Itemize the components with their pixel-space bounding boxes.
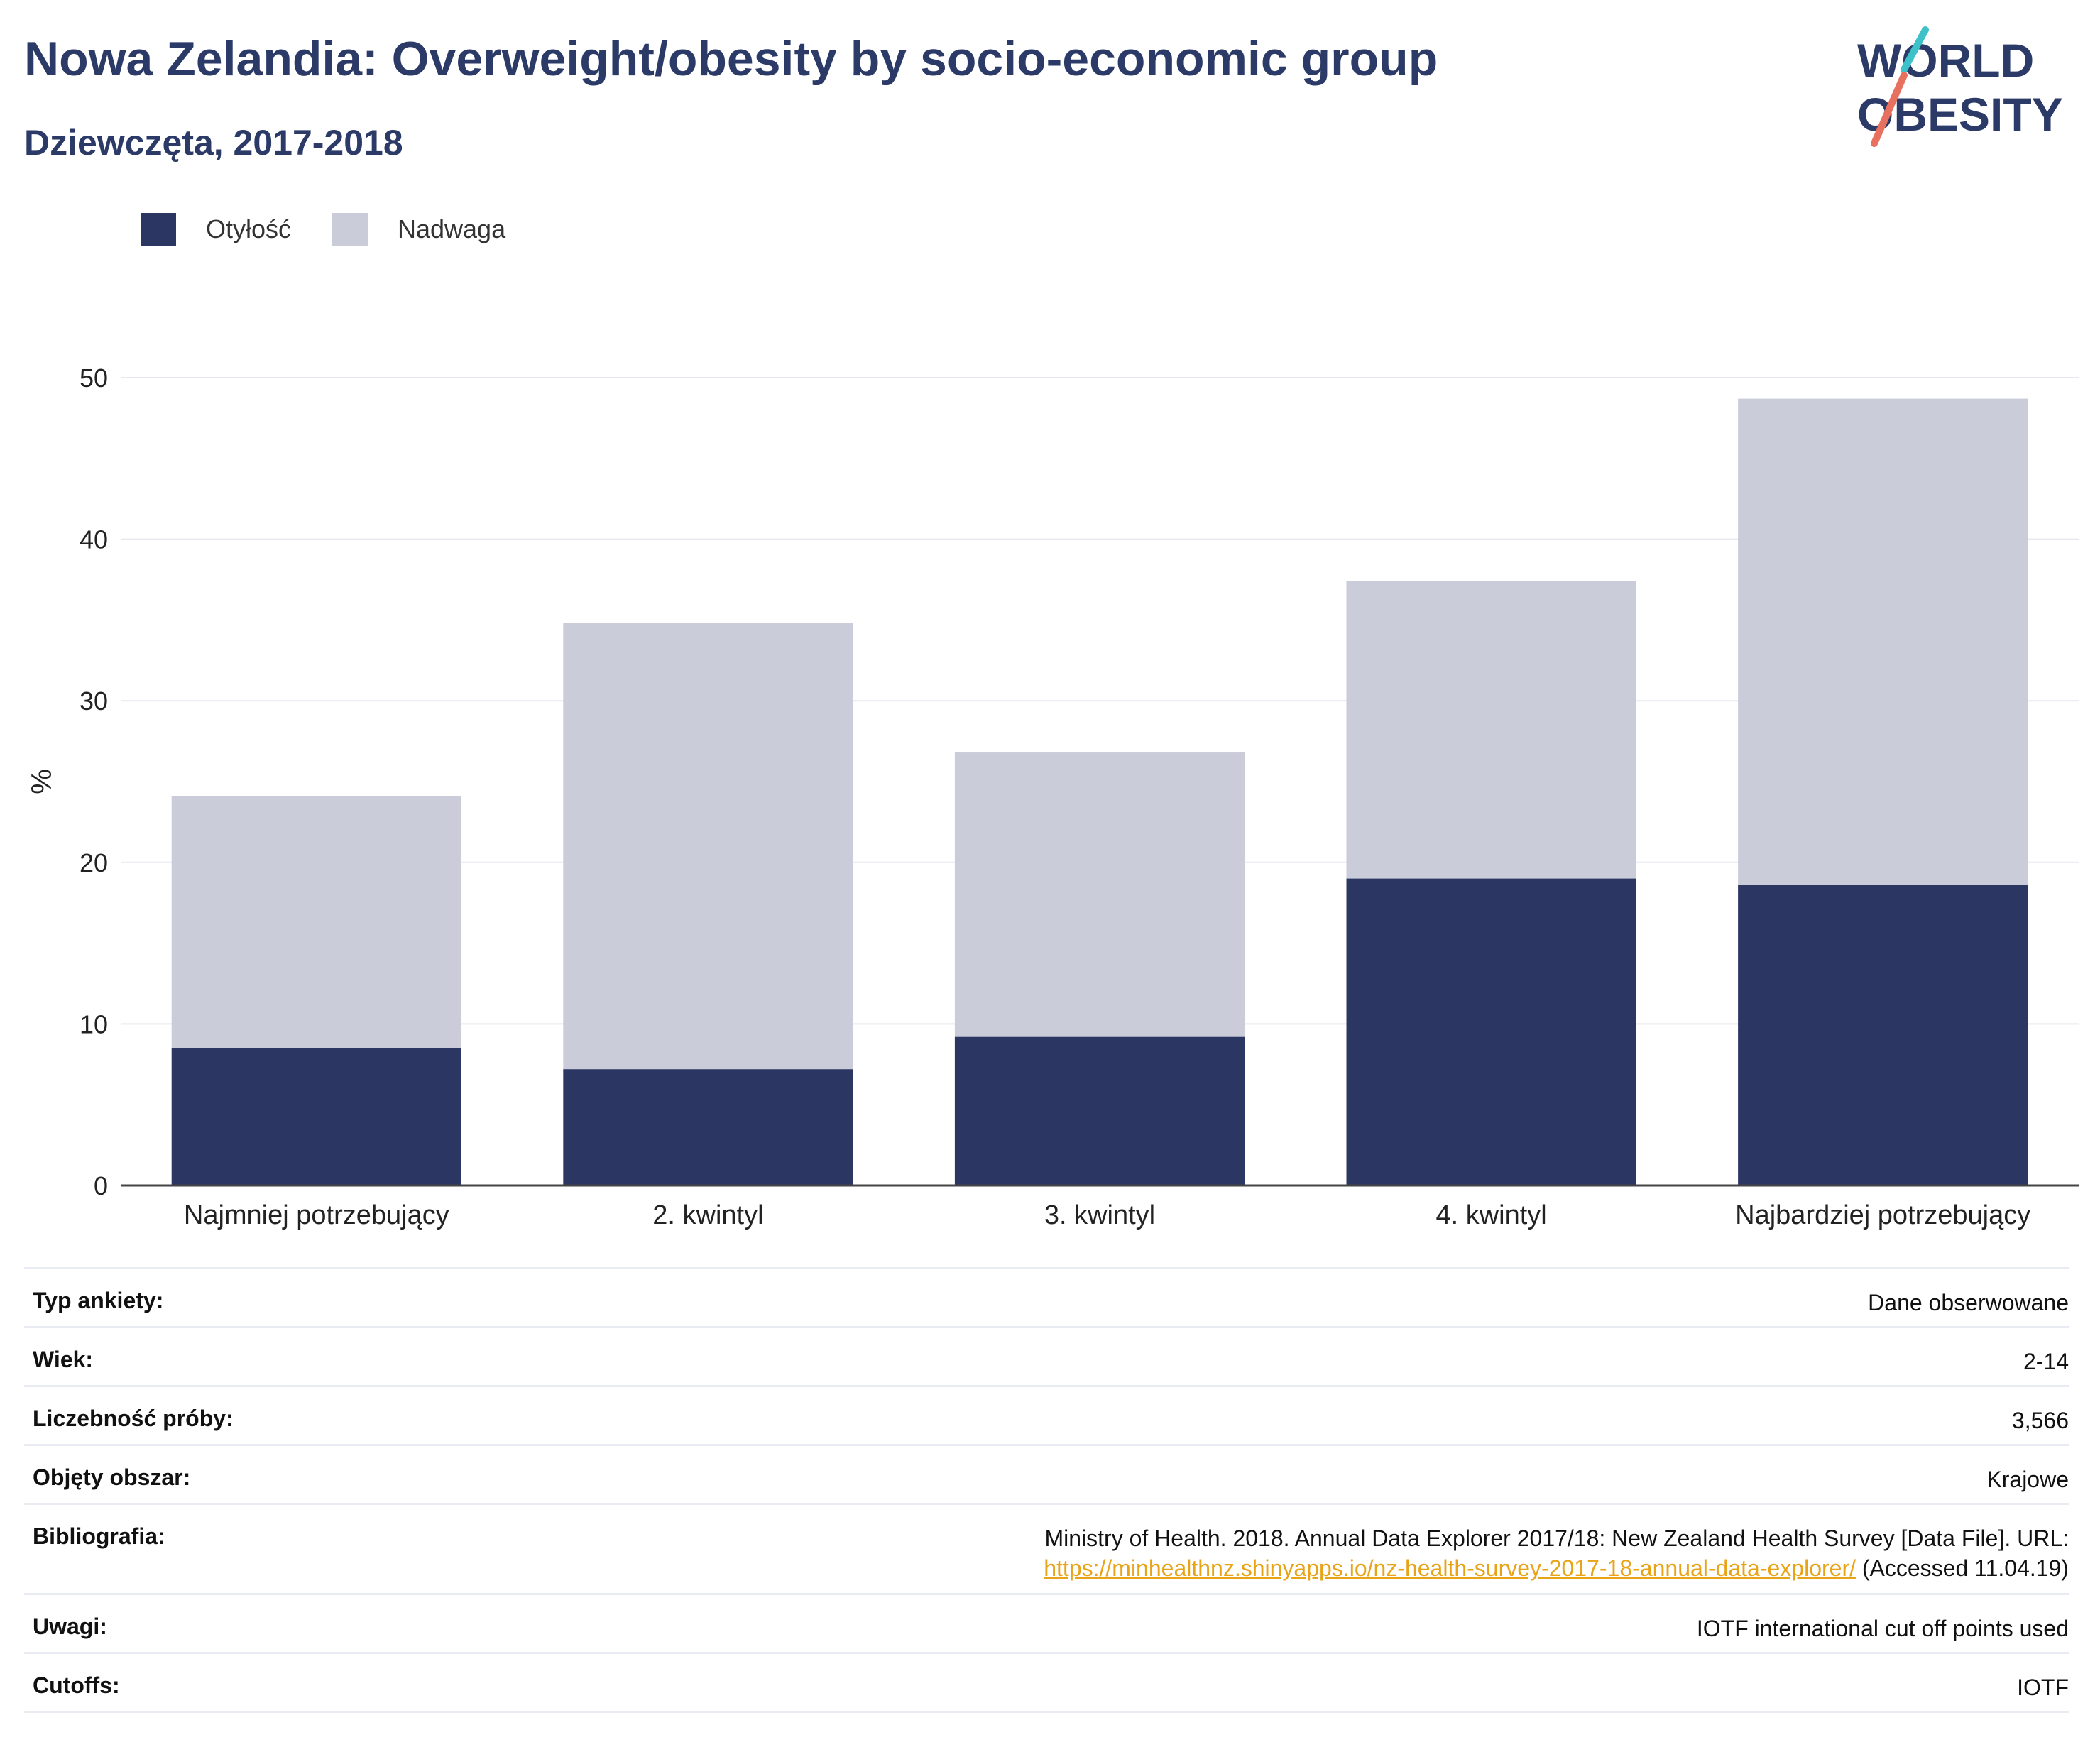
info-label: Typ ankiety: [33,1288,164,1313]
legend-swatch-overweight [332,213,368,246]
info-value: 2-14 [2023,1349,2069,1374]
info-value: Krajowe [1986,1467,2069,1492]
info-row-notes: Uwagi: IOTF international cut off points… [24,1593,2069,1652]
source-link[interactable]: https://minhealthnz.shinyapps.io/nz-heal… [1044,1555,1856,1581]
bar-chart: 0 10 20 30 40 50% Najmniej potrzebujący 2. kwin… [26,363,2079,1230]
y-tick-label: 30 [80,686,108,716]
bar-obesity [1346,878,1636,1185]
info-value: Dane obserwowane [1868,1290,2069,1315]
bar-obesity [954,1036,1245,1185]
bibliography-text: Ministry of Health. 2018. Annual Data Ex… [1044,1526,2069,1551]
logo-slash-teal [1901,26,1929,73]
info-row-survey-type: Typ ankiety: Dane obserwowane [24,1267,2069,1326]
info-row-cutoffs: Cutoffs: IOTF [24,1652,2069,1713]
info-value-bibliography: Ministry of Health. 2018. Annual Data Ex… [1044,1523,2069,1583]
bar-overweight [171,796,461,1048]
bar-overweight [1346,581,1636,879]
info-label: Liczebność próby: [33,1406,234,1431]
accessed-date: (Accessed 11.04.19) [1855,1555,2069,1581]
x-tick-label: Najmniej potrzebujący [184,1200,449,1230]
info-label: Bibliografia: [33,1523,165,1549]
info-row-bibliography: Bibliografia: Ministry of Health. 2018. … [24,1503,2069,1593]
bar-overweight [563,623,853,1070]
y-tick-label: 40 [80,525,108,554]
world-obesity-logo: WORLD OBESITY [1857,26,2063,147]
info-value: IOTF [2017,1675,2069,1700]
info-table: Typ ankiety: Dane obserwowane Wiek: 2-14… [24,1267,2069,1713]
bibliography-line2: https://minhealthnz.shinyapps.io/nz-heal… [1044,1553,2069,1583]
bar-obesity [171,1048,461,1185]
info-value: IOTF international cut off points used [1696,1616,2069,1641]
chart-subtitle: Dziewczęta, 2017-2018 [24,123,403,163]
x-tick-label: Najbardziej potrzebujący [1735,1200,2030,1230]
logo-slash-coral [1871,72,1908,147]
legend-label-obesity: Otyłość [206,214,292,243]
logo-line1: WORLD [1857,34,2034,87]
info-row-age: Wiek: 2-14 [24,1326,2069,1385]
chart-title: Nowa Zelandia: Overweight/obesity by soc… [24,32,1438,86]
y-tick-label: 0 [94,1171,108,1200]
y-tick-label: 10 [80,1009,108,1039]
info-label: Wiek: [33,1347,94,1372]
bar-obesity [563,1069,853,1185]
legend-label-overweight: Nadwaga [398,214,506,243]
x-tick-label: 2. kwintyl [652,1200,763,1230]
y-axis-label: % [26,769,58,794]
info-label: Cutoffs: [33,1672,120,1698]
info-row-sample-size: Liczebność próby: 3,566 [24,1385,2069,1444]
bar-obesity [1738,885,2028,1185]
info-value: 3,566 [2011,1408,2069,1433]
legend-swatch-obesity [141,213,176,246]
x-tick-label: 4. kwintyl [1435,1200,1546,1230]
y-tick-label: 20 [80,848,108,877]
y-tick-label: 50 [80,363,108,393]
info-label: Objęty obszar: [33,1464,191,1490]
info-row-area: Objęty obszar: Krajowe [24,1444,2069,1503]
bar-overweight [1738,398,2028,885]
bar-overweight [954,752,1245,1037]
x-tick-label: 3. kwintyl [1044,1200,1155,1230]
info-label: Uwagi: [33,1614,107,1639]
